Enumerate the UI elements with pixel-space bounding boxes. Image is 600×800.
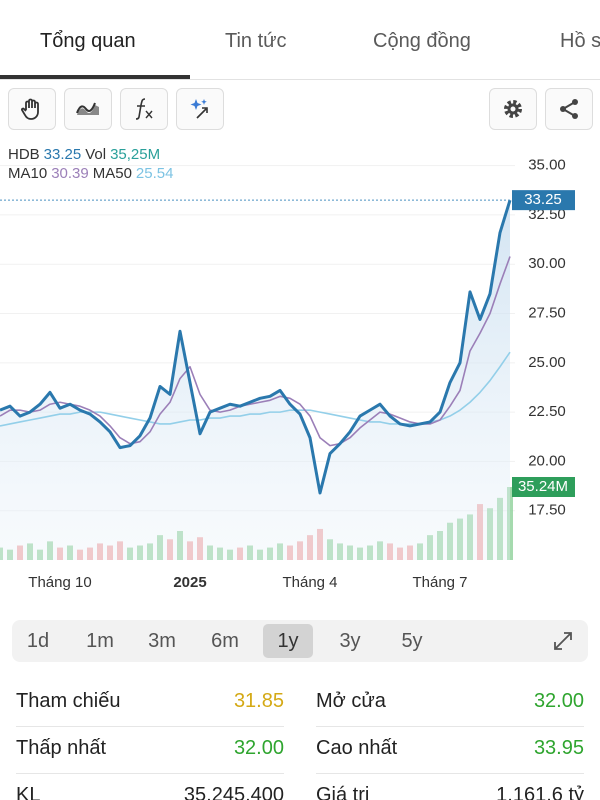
y-tick-label: 17.50 — [528, 502, 566, 519]
legend-ma10: 30.39 — [51, 165, 89, 182]
range-button[interactable]: 1m — [86, 630, 114, 652]
stat-divider — [316, 726, 584, 727]
legend-ma50: 25.54 — [135, 165, 174, 182]
area-icon — [76, 102, 99, 115]
stat-value: 33.95 — [533, 737, 584, 759]
y-tick-label: 25.00 — [528, 354, 566, 371]
stat-value: 31.85 — [233, 690, 284, 712]
last-price-label: 33.25 — [524, 191, 562, 208]
tab[interactable]: Hồ sơ — [560, 30, 600, 52]
range-button[interactable]: 1d — [26, 630, 50, 652]
ai-button[interactable] — [176, 88, 224, 130]
range-button[interactable]: 1y — [263, 624, 313, 658]
settings-button[interactable] — [489, 88, 537, 130]
stat-divider — [316, 773, 584, 774]
stat-label: Tham chiếu — [16, 690, 121, 712]
share-button[interactable] — [545, 88, 593, 130]
y-tick-label: 20.00 — [528, 452, 566, 469]
range-button[interactable]: 6m — [211, 630, 239, 652]
draw-tool-button[interactable] — [8, 88, 56, 130]
legend-ma10-name: MA10 — [8, 165, 48, 182]
stat-value: 32.00 — [533, 690, 584, 712]
hand-icon — [20, 98, 39, 120]
active-tab-underline — [0, 75, 190, 79]
stat-divider — [16, 726, 284, 727]
x-tick-label: 2025 — [173, 574, 206, 591]
x-tick-label: Tháng 10 — [28, 574, 91, 591]
stat-value: 1,161.6 tỷ — [496, 784, 584, 800]
legend-row: MA10 30.39 MA50 25.54 — [8, 164, 177, 183]
expand-icon[interactable] — [552, 630, 574, 652]
sparkle-icon — [190, 99, 208, 119]
stat-value: 35,245,400 — [183, 784, 284, 800]
stat-label: Mở cửa — [316, 690, 386, 712]
tab-divider — [0, 79, 600, 80]
last-volume-label: 35.24M — [518, 478, 568, 495]
legend-vol-name: Vol — [85, 146, 107, 163]
stat-label: Cao nhất — [316, 737, 398, 759]
range-button[interactable]: 3y — [339, 630, 361, 652]
gear-icon — [504, 100, 522, 118]
range-selector: 1d 1m 3m 6m 1y 3y 5y — [12, 620, 588, 662]
last-volume-tag — [512, 477, 575, 497]
tab[interactable]: Cộng đồng — [373, 30, 471, 52]
last-price-tag — [512, 190, 575, 211]
stat-value: 32.00 — [233, 737, 284, 759]
tab[interactable]: Tổng quan — [40, 30, 136, 52]
stat-label: KL — [16, 784, 41, 800]
stat-label: Giá trị — [316, 784, 370, 800]
y-tick-label: 30.00 — [528, 255, 566, 272]
legend-price: 33.25 — [43, 146, 82, 163]
legend-vol: 35,25M — [110, 146, 161, 163]
range-button[interactable]: 5y — [401, 630, 423, 652]
legend-symbol: HDB — [8, 146, 40, 163]
x-tick-label: Tháng 4 — [282, 574, 337, 591]
stat-label: Thấp nhất — [16, 737, 107, 759]
formula-icon — [135, 98, 153, 120]
share-icon — [560, 99, 578, 119]
y-tick-label: 22.50 — [528, 403, 566, 420]
x-tick-label: Tháng 7 — [412, 574, 467, 591]
y-tick-label: 35.00 — [528, 157, 566, 174]
legend-ma50-name: MA50 — [92, 165, 132, 182]
tab[interactable]: Tin tức — [225, 30, 287, 52]
chart-legend: HDB 33.25 Vol 35,25M MA10 30.39 MA50 25.54 — [8, 145, 177, 183]
stat-divider — [16, 773, 284, 774]
legend-row: HDB 33.25 Vol 35,25M — [8, 145, 177, 164]
y-tick-label: 32.50 — [528, 206, 566, 223]
chart-type-button[interactable] — [64, 88, 112, 130]
y-tick-label: 27.50 — [528, 304, 566, 321]
series-line — [0, 199, 512, 495]
range-button[interactable]: 3m — [148, 630, 176, 652]
price-area-fill — [0, 200, 510, 560]
indicator-button[interactable] — [120, 88, 168, 130]
